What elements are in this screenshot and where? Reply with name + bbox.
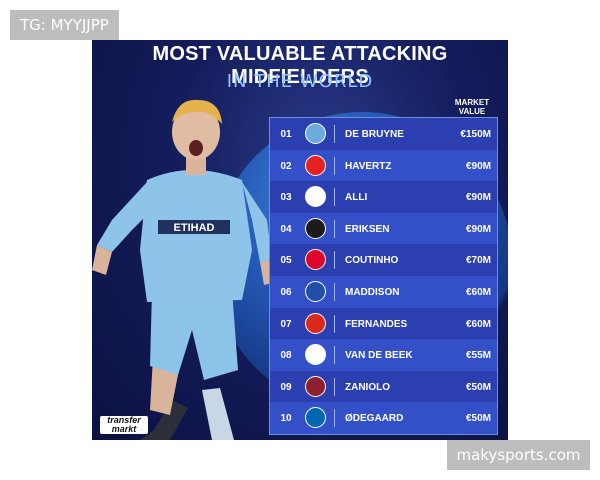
market-value: €60M [465, 318, 491, 330]
row-divider [334, 314, 335, 333]
watermark-top-tag: TG: MYYJJPP [10, 10, 119, 40]
market-value: €90M [465, 192, 491, 204]
market-value: €70M [465, 255, 491, 267]
row-divider [334, 188, 335, 207]
infographic-poster: MOST VALUABLE ATTACKING MIDFIELDERS IN T… [92, 40, 508, 440]
row-divider [334, 219, 335, 238]
club-crest-icon [305, 281, 326, 302]
club-crest-icon [305, 312, 326, 334]
rank-number: 09 [280, 381, 292, 393]
player-illustration: ETIHAD [92, 99, 276, 440]
poster-title: MOST VALUABLE ATTACKING MIDFIELDERS [152, 43, 448, 88]
row-divider [334, 409, 335, 428]
market-value-header: MARKET VALUE [454, 98, 490, 116]
market-value: €90M [465, 223, 491, 235]
market-value: €50M [465, 381, 491, 393]
player-name: ALLI [345, 192, 368, 204]
rank-number: 07 [280, 318, 292, 330]
jersey-sponsor-text: ETIHAD [174, 222, 215, 234]
market-value: €50M [465, 413, 491, 425]
player-name: MADDISON [345, 287, 400, 298]
table-row: 08 VAN DE BEEK €55M [270, 339, 497, 371]
table-row: 04 ERIKSEN €90M [270, 212, 497, 245]
rank-number: 10 [280, 413, 292, 425]
club-crest-icon [305, 154, 326, 176]
table-row: 05 COUTINHO €70M [270, 244, 497, 276]
table-row: 02 HAVERTZ €90M [270, 149, 497, 182]
watermark-bottom-tag: makysports.com [447, 440, 590, 470]
transfermarkt-logo: transfer markt [100, 416, 148, 434]
rank-number: 05 [280, 255, 292, 267]
rank-number: 08 [280, 350, 292, 362]
rank-number: 06 [280, 287, 292, 298]
club-crest-icon [305, 407, 326, 429]
poster-subtitle: IN THE WORLD [226, 71, 374, 92]
player-name: HAVERTZ [345, 160, 392, 172]
club-crest-icon [305, 217, 326, 239]
player-name: FERNANDES [345, 318, 408, 330]
player-name: VAN DE BEEK [345, 350, 413, 362]
table-row: 06 MADDISON €60M [270, 276, 497, 308]
player-name: DE BRUYNE [345, 129, 404, 140]
row-divider [334, 283, 335, 301]
rank-number: 03 [280, 192, 292, 204]
table-row: 01 DE BRUYNE €150M [270, 118, 497, 150]
row-divider [334, 156, 335, 175]
market-value: €90M [465, 160, 491, 172]
table-row: 03 ALLI €90M [270, 181, 497, 213]
rank-number: 01 [280, 129, 292, 140]
player-name: COUTINHO [345, 255, 399, 267]
player-name: ERIKSEN [345, 223, 390, 235]
table-row: 07 FERNANDES €60M [270, 307, 497, 340]
club-crest-icon [305, 344, 326, 366]
club-crest-icon [305, 186, 326, 208]
rank-number: 04 [280, 223, 292, 235]
rank-number: 02 [280, 160, 292, 172]
row-divider [334, 377, 335, 396]
row-divider [334, 125, 335, 143]
row-divider [334, 346, 335, 365]
player-name: ZANIOLO [345, 381, 390, 393]
club-crest-icon [305, 375, 326, 397]
ranking-table: 01 DE BRUYNE €150M 02 HAVERTZ €90M 03 ALLI €90M 0… [269, 117, 498, 435]
table-row: 09 ZANIOLO €50M [270, 370, 497, 403]
table-row: 10 ØDEGAARD €50M [270, 402, 497, 434]
row-divider [334, 251, 335, 270]
market-value: €55M [465, 350, 491, 362]
market-value: €60M [465, 287, 491, 298]
market-value: €150M [460, 129, 491, 140]
club-crest-icon [305, 249, 326, 271]
club-crest-icon [305, 123, 326, 144]
player-name: ØDEGAARD [345, 413, 404, 425]
